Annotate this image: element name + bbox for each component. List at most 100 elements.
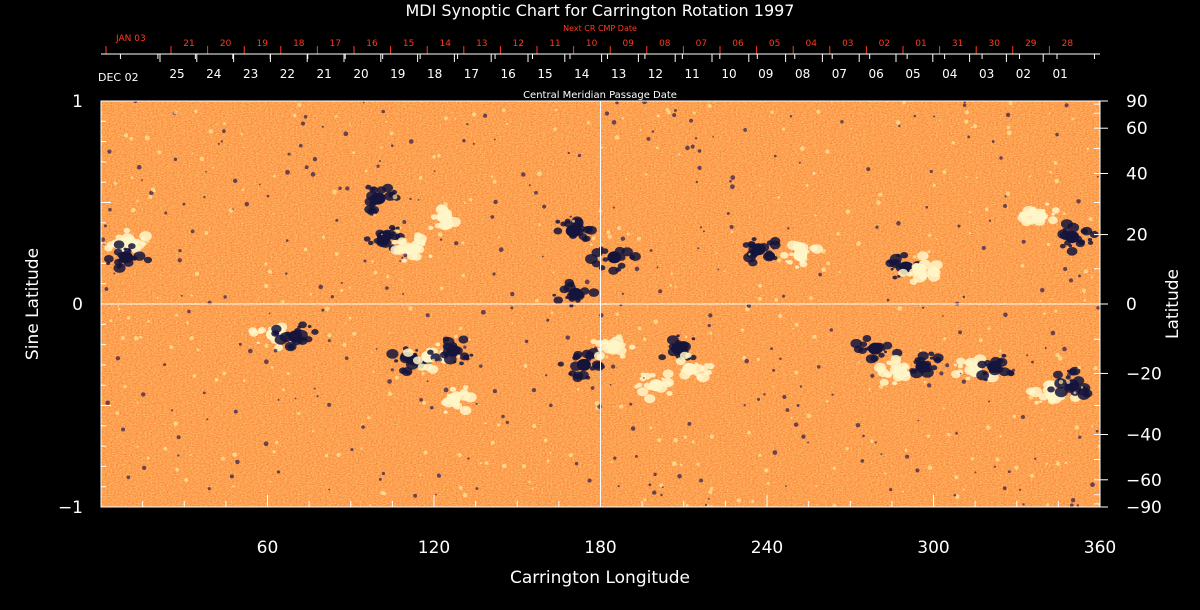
network-speck bbox=[187, 309, 191, 314]
region-patch bbox=[123, 227, 131, 234]
network-speck bbox=[763, 393, 766, 396]
region-patch bbox=[956, 369, 964, 375]
region-patch bbox=[557, 361, 564, 367]
region-patch bbox=[453, 360, 457, 364]
network-speck bbox=[672, 113, 677, 118]
network-speck bbox=[1046, 242, 1051, 247]
region-patch bbox=[256, 341, 260, 345]
network-speck bbox=[293, 335, 295, 338]
network-speck bbox=[965, 175, 968, 178]
network-speck bbox=[886, 298, 890, 302]
chart-title: MDI Synoptic Chart for Carrington Rotati… bbox=[406, 1, 795, 20]
network-speck bbox=[746, 303, 751, 308]
network-speck bbox=[1077, 365, 1081, 370]
region-patch bbox=[113, 240, 125, 249]
network-speck bbox=[700, 226, 703, 229]
region-patch bbox=[883, 350, 888, 354]
network-speck bbox=[285, 239, 289, 242]
network-speck bbox=[440, 286, 444, 291]
region-patch bbox=[765, 250, 773, 257]
network-speck bbox=[472, 112, 477, 117]
network-speck bbox=[1078, 435, 1082, 439]
next-cr-date-label: 15 bbox=[403, 39, 414, 49]
network-speck bbox=[683, 435, 687, 439]
region-patch bbox=[368, 240, 374, 246]
network-speck bbox=[492, 389, 497, 394]
network-speck bbox=[443, 116, 448, 121]
network-speck bbox=[884, 472, 887, 475]
region-patch bbox=[139, 231, 152, 242]
network-speck bbox=[389, 131, 394, 136]
network-speck bbox=[697, 165, 702, 171]
network-speck bbox=[947, 432, 951, 437]
next-cr-date-label: 07 bbox=[696, 39, 707, 49]
network-speck bbox=[501, 463, 507, 469]
region-core bbox=[607, 251, 622, 264]
network-speck bbox=[723, 270, 726, 273]
network-speck bbox=[541, 255, 544, 258]
network-speck bbox=[959, 372, 962, 375]
network-speck bbox=[699, 478, 703, 483]
network-speck bbox=[758, 184, 761, 187]
network-speck bbox=[1095, 429, 1099, 433]
network-speck bbox=[180, 294, 183, 297]
network-speck bbox=[792, 327, 795, 330]
network-speck bbox=[634, 454, 638, 458]
network-speck bbox=[836, 232, 840, 236]
network-speck bbox=[1026, 354, 1029, 357]
region-patch bbox=[608, 266, 619, 275]
region-patch bbox=[106, 262, 110, 265]
network-speck bbox=[1070, 497, 1076, 503]
region-patch bbox=[553, 296, 564, 305]
next-cr-date-label: 01 bbox=[915, 39, 926, 49]
network-speck bbox=[321, 235, 326, 239]
network-speck bbox=[748, 253, 751, 256]
network-speck bbox=[505, 420, 509, 425]
network-speck bbox=[1073, 391, 1077, 395]
network-speck bbox=[896, 221, 901, 226]
region-core bbox=[1065, 231, 1080, 244]
network-speck bbox=[876, 200, 881, 205]
network-speck bbox=[549, 403, 553, 408]
network-speck bbox=[235, 459, 240, 465]
network-speck bbox=[310, 171, 316, 177]
network-speck bbox=[273, 348, 278, 353]
network-speck bbox=[550, 311, 554, 315]
network-speck bbox=[385, 120, 388, 123]
network-speck bbox=[1055, 461, 1061, 466]
network-speck bbox=[214, 377, 219, 382]
network-speck bbox=[995, 457, 1000, 462]
network-speck bbox=[825, 399, 829, 403]
network-speck bbox=[439, 238, 443, 241]
network-speck bbox=[381, 471, 386, 476]
network-speck bbox=[553, 127, 557, 131]
region-patch bbox=[284, 341, 297, 352]
region-patch bbox=[696, 373, 704, 380]
network-speck bbox=[546, 459, 550, 463]
cmp-date-label: 01 bbox=[1053, 67, 1068, 81]
network-speck bbox=[335, 218, 339, 222]
network-speck bbox=[610, 460, 613, 463]
region-patch bbox=[689, 354, 697, 361]
network-speck bbox=[655, 146, 659, 150]
network-speck bbox=[475, 402, 478, 405]
network-speck bbox=[1062, 346, 1067, 352]
network-speck bbox=[1063, 266, 1068, 272]
network-speck bbox=[712, 136, 714, 138]
network-speck bbox=[238, 342, 242, 346]
network-speck bbox=[298, 143, 303, 148]
cmp-date-label: 25 bbox=[169, 67, 184, 81]
network-speck bbox=[510, 291, 515, 297]
network-speck bbox=[709, 331, 713, 335]
network-speck bbox=[636, 236, 641, 241]
active-region-positive bbox=[428, 204, 461, 231]
region-patch bbox=[298, 321, 307, 329]
network-speck bbox=[1066, 379, 1071, 384]
network-speck bbox=[1020, 264, 1025, 268]
network-speck bbox=[669, 284, 673, 287]
network-speck bbox=[440, 349, 444, 353]
network-speck bbox=[685, 145, 690, 151]
network-speck bbox=[421, 371, 425, 376]
network-speck bbox=[878, 192, 883, 197]
region-patch bbox=[413, 233, 427, 245]
